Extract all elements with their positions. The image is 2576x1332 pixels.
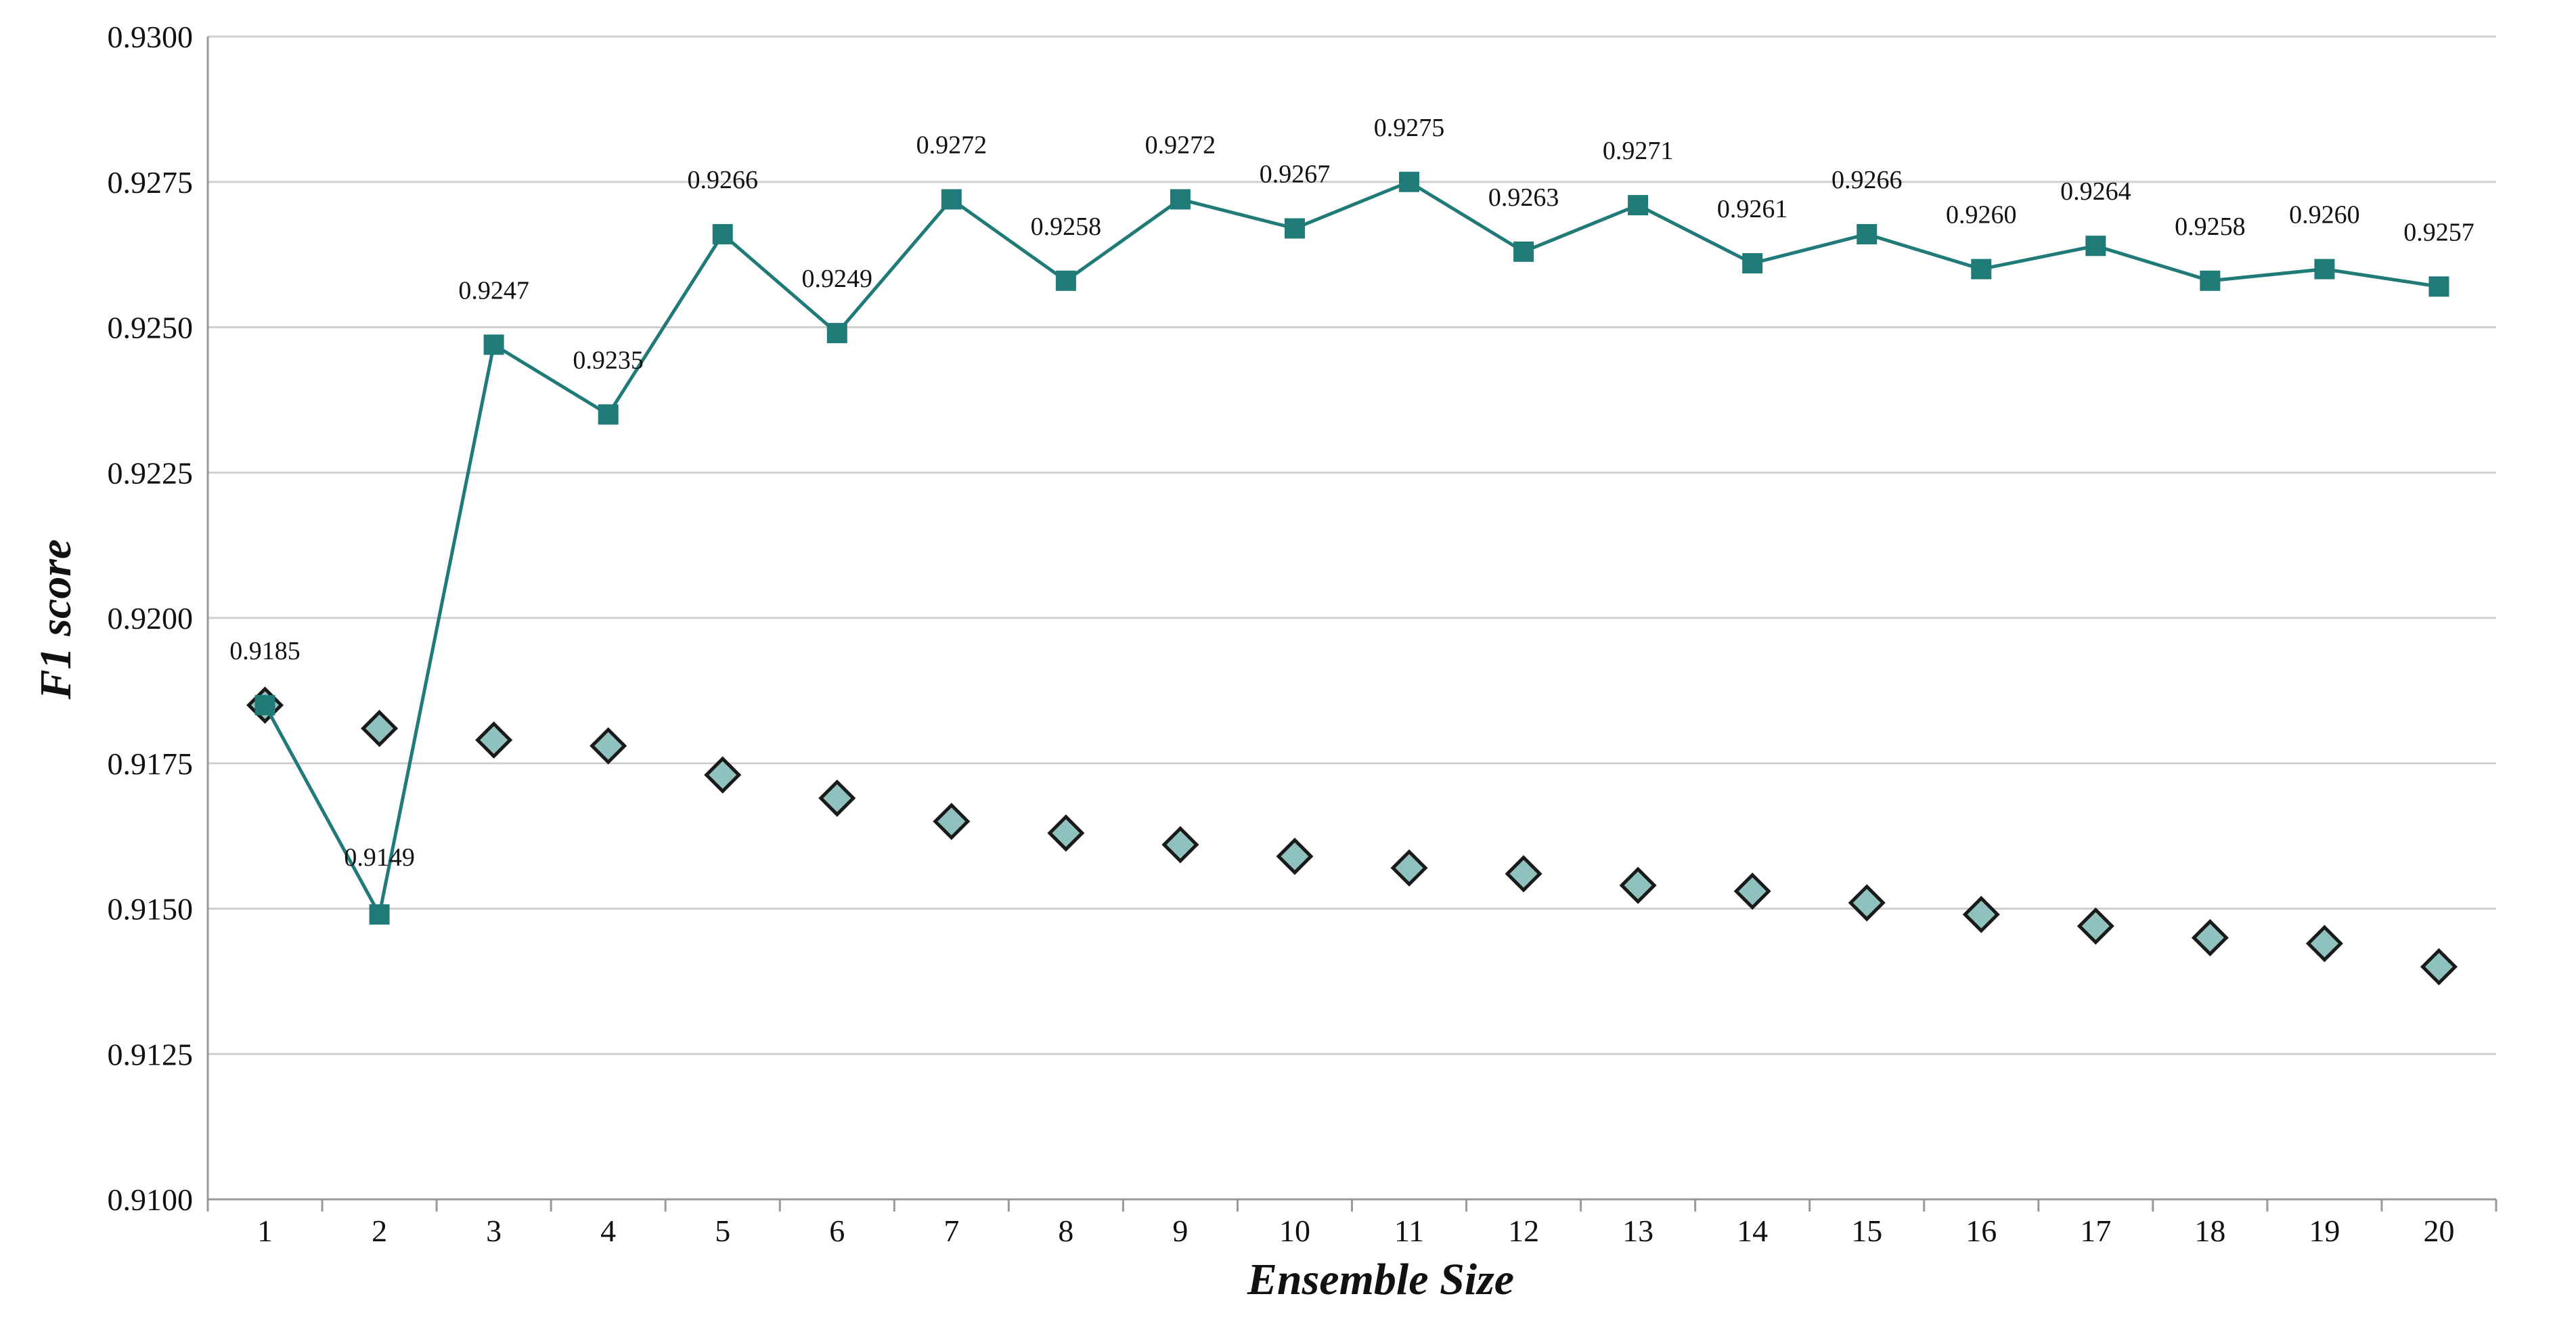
grid-layer — [208, 35, 2496, 1055]
square-point — [2428, 276, 2449, 297]
diamond-point — [2305, 925, 2343, 962]
square-point — [826, 323, 847, 344]
data-label: 0.9263 — [1488, 183, 1559, 212]
data-label: 0.9272 — [1145, 131, 1216, 160]
x-tick-label: 20 — [2423, 1214, 2454, 1248]
y-tick-label: 0.9300 — [108, 20, 194, 54]
label-layer: 0.9185 0.9149 0.9247 0.9235 0.9266 0.9249 0.92… — [229, 114, 2474, 872]
y-axis-title: F1 score — [31, 539, 81, 700]
square-point — [254, 694, 275, 715]
y-tick-label: 0.9250 — [108, 311, 194, 345]
diamond-point — [1047, 814, 1085, 852]
diamond-point — [361, 709, 399, 747]
diamond-point — [590, 727, 627, 765]
x-tick-label: 3 — [486, 1214, 502, 1248]
y-tick-label: 0.9225 — [108, 456, 194, 490]
series-layer — [246, 171, 2458, 985]
data-label: 0.9272 — [916, 131, 987, 160]
square-point — [2200, 270, 2221, 291]
square-point — [1742, 253, 1763, 274]
y-tick-label: 0.9150 — [108, 892, 194, 927]
axis-layer: 0.9100 0.9125 0.9150 0.9175 0.9200 0.9225 0.92… — [108, 20, 2497, 1248]
x-tick-label: 13 — [1622, 1214, 1653, 1248]
data-label: 0.9267 — [1260, 160, 1331, 188]
data-label: 0.9260 — [1946, 201, 2017, 229]
diamond-point — [2191, 918, 2229, 956]
square-point — [1857, 224, 1878, 245]
x-tick-label: 4 — [600, 1214, 616, 1248]
diamond-point — [1962, 895, 2000, 933]
data-label: 0.9249 — [802, 265, 873, 293]
data-label: 0.9266 — [1831, 166, 1903, 194]
y-tick-label: 0.9200 — [108, 601, 194, 636]
square-point — [712, 224, 733, 245]
x-tick-label: 9 — [1172, 1214, 1188, 1248]
data-label: 0.9266 — [687, 166, 758, 194]
x-tick-label: 17 — [2080, 1214, 2111, 1248]
diamond-point — [2077, 907, 2114, 945]
diamond-point — [818, 779, 856, 817]
data-label: 0.9149 — [344, 843, 415, 872]
square-point — [2085, 236, 2106, 257]
y-tick-label: 0.9125 — [108, 1037, 194, 1071]
square-point — [2314, 259, 2335, 280]
data-label: 0.9247 — [458, 276, 529, 305]
data-label: 0.9258 — [1031, 213, 1102, 241]
x-tick-label: 15 — [1851, 1214, 1882, 1248]
line-series-path — [263, 179, 2439, 920]
data-label: 0.9257 — [2403, 218, 2474, 246]
diamond-point — [1390, 849, 1428, 887]
x-tick-label: 5 — [715, 1214, 730, 1248]
x-tick-label: 14 — [1737, 1214, 1768, 1248]
diamond-point — [2420, 948, 2458, 985]
square-point — [1513, 241, 1534, 262]
x-tick-label: 12 — [1508, 1214, 1539, 1248]
data-label: 0.9264 — [2060, 177, 2131, 206]
square-point — [1399, 171, 1420, 192]
x-axis-title: Ensemble Size — [1247, 1255, 1514, 1304]
square-point — [598, 404, 619, 425]
data-label: 0.9235 — [573, 346, 644, 374]
diamond-point — [1733, 872, 1771, 910]
square-point — [1284, 218, 1305, 239]
x-tick-label: 18 — [2194, 1214, 2225, 1248]
x-tick-label: 8 — [1058, 1214, 1073, 1248]
x-tick-label: 19 — [2309, 1214, 2340, 1248]
data-label: 0.9185 — [229, 637, 301, 665]
diamond-point — [704, 756, 742, 794]
square-point — [483, 334, 504, 355]
diamond-point — [1161, 826, 1199, 864]
diamond-point — [475, 721, 513, 759]
x-tick-label: 7 — [943, 1214, 959, 1248]
diamond-point — [933, 803, 971, 841]
x-tick-label: 16 — [1966, 1214, 1997, 1248]
square-point — [1055, 270, 1076, 291]
x-tick-label: 6 — [829, 1214, 845, 1248]
diamond-point — [1848, 884, 1886, 922]
diamond-point — [1276, 837, 1314, 875]
x-tick-label: 2 — [372, 1214, 387, 1248]
x-tick-label: 10 — [1279, 1214, 1310, 1248]
x-tick-label: 11 — [1394, 1214, 1424, 1248]
square-point — [369, 904, 390, 925]
diamond-point — [1505, 855, 1542, 893]
data-label: 0.9258 — [2175, 213, 2246, 241]
y-tick-label: 0.9275 — [108, 165, 194, 200]
data-label: 0.9260 — [2289, 201, 2360, 229]
data-label: 0.9261 — [1717, 195, 1788, 223]
square-point — [1170, 189, 1191, 210]
x-tick-label: 1 — [257, 1214, 273, 1248]
square-point — [941, 189, 962, 210]
y-tick-label: 0.9175 — [108, 747, 194, 781]
diamond-point — [1619, 866, 1657, 904]
data-label: 0.9275 — [1374, 114, 1445, 142]
square-point — [1628, 195, 1649, 216]
square-point — [1971, 259, 1992, 280]
data-label: 0.9271 — [1603, 137, 1674, 165]
y-tick-label: 0.9100 — [108, 1182, 194, 1217]
